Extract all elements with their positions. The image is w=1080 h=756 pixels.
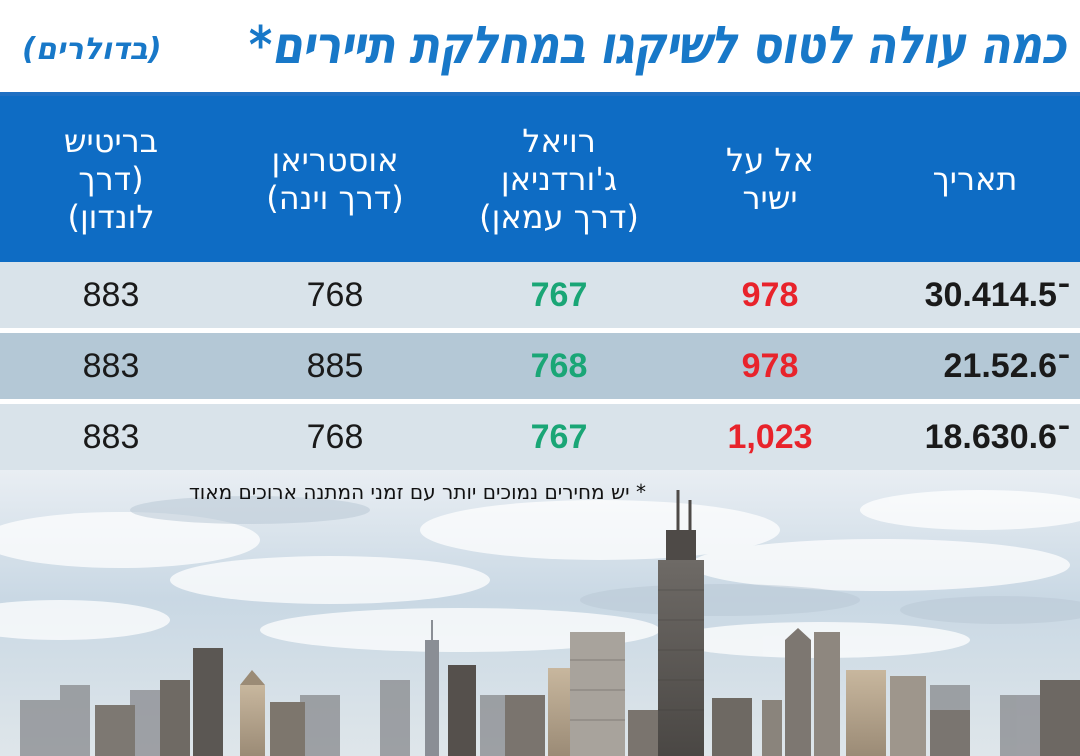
royal-price-cell: 767	[530, 275, 588, 314]
title-divider	[0, 92, 1080, 96]
british-price-cell: 883	[82, 346, 140, 385]
elal-price-cell: 1,023	[727, 417, 813, 456]
elal-price-cell: 978	[741, 275, 799, 314]
table-row: 21.5־2.6 978 768 885 883	[0, 333, 1080, 399]
price-table-body: 30.4־14.5 978 767 768 883 21.5־2.6 978 7…	[0, 262, 1080, 470]
title-unit: (בדולרים)	[22, 32, 162, 67]
austrian-price-cell: 768	[306, 417, 364, 456]
date-cell: 21.5־2.6	[943, 346, 1070, 385]
royal-price-cell: 768	[530, 346, 588, 385]
austrian-price-cell: 885	[306, 346, 364, 385]
elal-price-cell: 978	[741, 346, 799, 385]
british-price-cell: 883	[82, 417, 140, 456]
table-header: תאריך אל על ישיר רויאל ג'ורדניאן (דרך עמ…	[0, 96, 1080, 262]
date-cell: 30.4־14.5	[924, 275, 1070, 314]
table-row: 18.6־30.6 1,023 767 768 883	[0, 404, 1080, 470]
header-british: בריטיש (דרך לונדון)	[63, 122, 159, 236]
british-price-cell: 883	[82, 275, 140, 314]
chicago-skyline-image	[0, 470, 1080, 756]
footnote: * יש מחירים נמוכים יותר עם זמני המתנה אר…	[188, 480, 646, 504]
header-royal-jordanian: רויאל ג'ורדניאן (דרך עמאן)	[479, 122, 639, 236]
title-main: כמה עולה לטוס לשיקגו במחלקת תיירים*	[249, 16, 1066, 76]
infographic-title: כמה עולה לטוס לשיקגו במחלקת תיירים*	[0, 0, 1080, 92]
royal-price-cell: 767	[530, 417, 588, 456]
header-austrian: אוסטריאן (דרך וינה)	[266, 141, 404, 217]
table-row: 30.4־14.5 978 767 768 883	[0, 262, 1080, 328]
austrian-price-cell: 768	[306, 275, 364, 314]
header-elal: אל על ישיר	[726, 141, 814, 217]
header-date: תאריך	[932, 160, 1018, 198]
date-cell: 18.6־30.6	[924, 417, 1070, 456]
